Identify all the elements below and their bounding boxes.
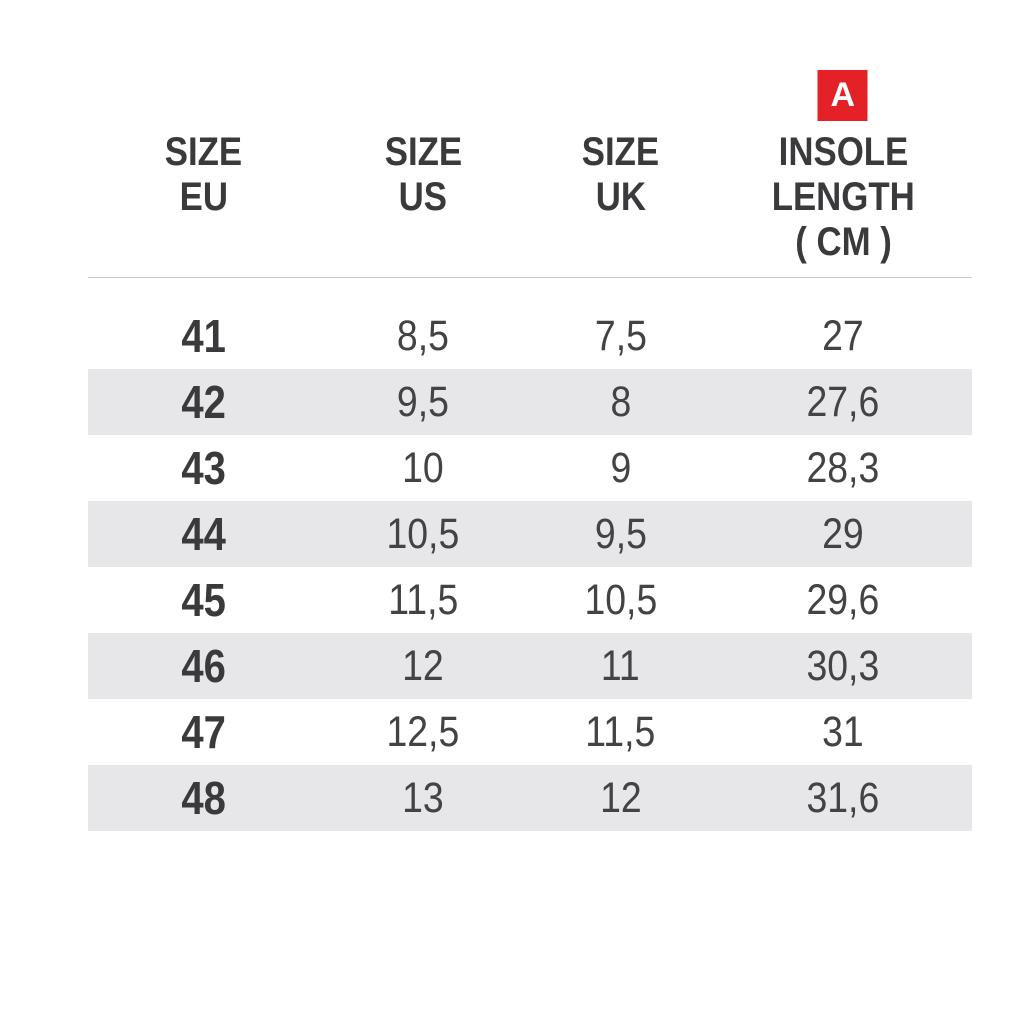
cell-size-us: 13	[402, 773, 444, 822]
table-row: 44 10,5 9,5 29	[88, 501, 972, 567]
cell-insole-length: 27,6	[806, 377, 880, 426]
cell-size-uk: 11,5	[585, 707, 656, 756]
measurement-a-badge: A	[817, 70, 868, 121]
cell-size-us: 10	[402, 443, 444, 492]
cell-size-uk: 8	[610, 377, 631, 426]
column-header-size-uk: SIZE UK	[526, 130, 714, 277]
cell-insole-length: 28,3	[806, 443, 880, 492]
cell-size-uk: 11	[601, 641, 640, 690]
cell-size-uk: 10,5	[584, 575, 657, 624]
cell-size-us: 12,5	[386, 707, 460, 756]
cell-size-eu: 43	[181, 442, 227, 494]
cell-size-eu: 47	[181, 706, 227, 758]
cell-size-us: 8,5	[397, 311, 450, 360]
cell-size-uk: 9,5	[594, 509, 647, 558]
header-size-us-line2: US	[398, 175, 448, 219]
cell-size-uk: 12	[599, 773, 642, 822]
cell-insole-length: 30,3	[806, 641, 880, 690]
column-header-size-eu: SIZE EU	[88, 130, 320, 277]
table-rows: 41 8,5 7,5 27 42 9,5 8 27,6 43 10 9 28,3…	[88, 303, 972, 831]
header-size-uk-line2: UK	[595, 175, 646, 219]
cell-insole-length: 29,6	[806, 575, 880, 624]
table-row: 42 9,5 8 27,6	[88, 369, 972, 435]
header-divider-line	[88, 277, 972, 278]
cell-insole-length: 29	[822, 509, 865, 558]
size-conversion-table: SIZE EU SIZE US SIZE UK A INSOLE LENGTH …	[88, 0, 972, 831]
cell-size-uk: 7,5	[594, 311, 647, 360]
cell-size-eu: 46	[181, 640, 227, 692]
header-size-eu-line1: SIZE	[165, 130, 243, 174]
cell-size-eu: 44	[181, 508, 227, 560]
header-size-uk-line1: SIZE	[581, 130, 660, 174]
table-row: 41 8,5 7,5 27	[88, 303, 972, 369]
cell-size-eu: 41	[181, 310, 227, 362]
cell-size-eu: 45	[181, 574, 227, 626]
table-row: 46 12 11 30,3	[88, 633, 972, 699]
cell-size-us: 10,5	[386, 509, 460, 558]
column-header-size-us: SIZE US	[320, 130, 527, 277]
cell-size-us: 9,5	[397, 377, 450, 426]
header-insole-line3: ( CM )	[795, 220, 892, 264]
cell-insole-length: 31	[822, 707, 865, 756]
header-insole-line1: INSOLE	[778, 130, 909, 174]
table-row: 45 11,5 10,5 29,6	[88, 567, 972, 633]
header-insole-line2: LENGTH	[771, 175, 915, 219]
cell-insole-length: 31,6	[806, 773, 880, 822]
header-size-us-line1: SIZE	[384, 130, 462, 174]
cell-size-eu: 42	[181, 376, 227, 428]
cell-size-uk: 9	[610, 443, 631, 492]
cell-size-eu: 48	[181, 772, 227, 824]
column-header-insole-length: A INSOLE LENGTH ( CM )	[715, 70, 972, 277]
cell-size-us: 12	[402, 641, 444, 690]
table-header-row: SIZE EU SIZE US SIZE UK A INSOLE LENGTH …	[88, 0, 972, 277]
table-row: 48 13 12 31,6	[88, 765, 972, 831]
cell-insole-length: 27	[822, 311, 865, 360]
cell-size-us: 11,5	[387, 575, 459, 624]
table-row: 43 10 9 28,3	[88, 435, 972, 501]
header-size-eu-line2: EU	[179, 175, 228, 219]
table-row: 47 12,5 11,5 31	[88, 699, 972, 765]
